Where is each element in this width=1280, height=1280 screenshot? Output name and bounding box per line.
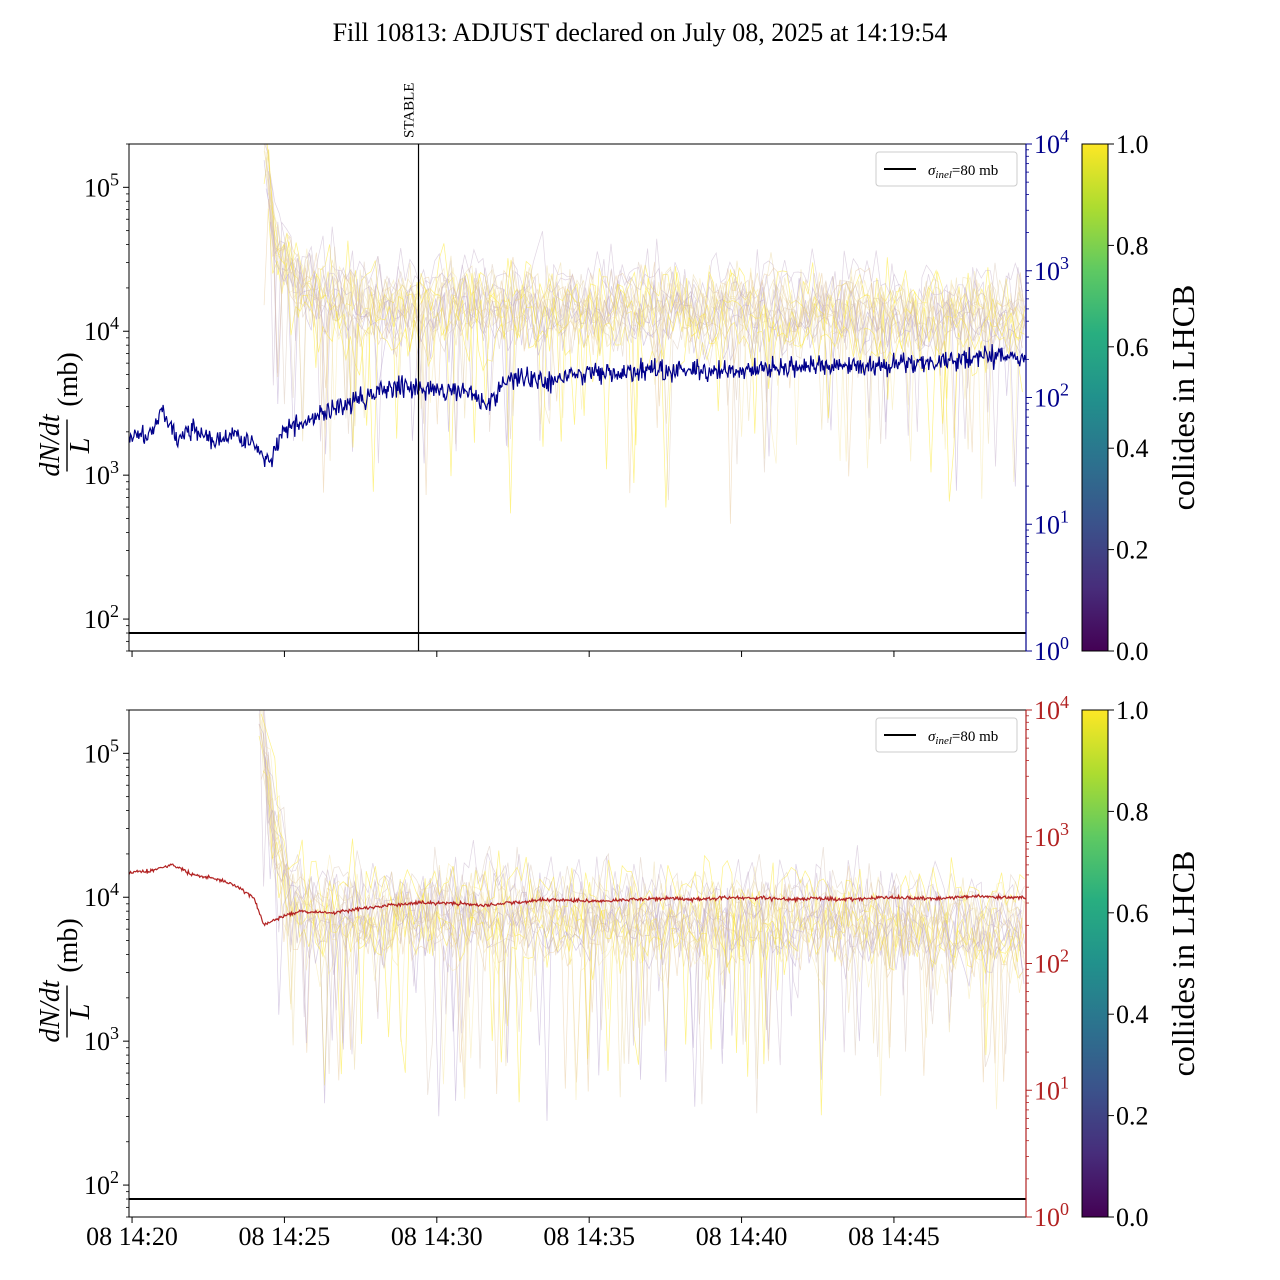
x-tick-label: 08 14:45 — [848, 1222, 940, 1251]
axes-frame — [128, 709, 1027, 1218]
x-tick-label: 08 14:35 — [543, 1222, 635, 1251]
stable-label: STABLE — [402, 83, 418, 138]
colorbar-tick-label: 0.4 — [1116, 434, 1149, 463]
figure-title: Fill 10813: ADJUST declared on July 08, … — [332, 18, 948, 47]
colorbar-label: collides in LHCB — [1165, 851, 1201, 1077]
bunch-trace — [264, 144, 1024, 467]
colorbar-tick-label: 0.4 — [1116, 1000, 1149, 1029]
colorbar-tick-label: 1.0 — [1116, 696, 1149, 725]
panel-1: STABLE 102 103 104 105 100 101 102 103 104 dN/dt L (… — [35, 83, 1201, 666]
bunch-trace — [258, 723, 1023, 1121]
colorbar: 0.0 0.2 0.4 0.6 0.8 1.0 collides in LHCB — [1081, 696, 1201, 1232]
bunch-trace — [260, 732, 1025, 1080]
legend: σinel=80 mb — [875, 717, 1018, 753]
y-tick-label: 105 — [84, 735, 119, 768]
bunch-trace — [264, 756, 1025, 1117]
bunch-trace — [269, 221, 1025, 487]
legend-label: σinel=80 mb — [928, 163, 998, 181]
y-label-unit: (mb) — [53, 918, 84, 972]
bunch-trace — [258, 723, 1023, 1095]
y2-tick-label: 101 — [1034, 506, 1069, 539]
panel-2: 102 103 104 105 100 101 102 103 104 08 14:20 08 14… — [35, 692, 1201, 1251]
y-tick-label: 102 — [84, 601, 119, 634]
bunch-trace — [263, 198, 1024, 524]
bunch-trace — [259, 710, 1023, 1066]
x-tick-label: 08 14:20 — [86, 1222, 178, 1251]
y2-tick-label: 101 — [1034, 1072, 1069, 1105]
bunch-trace — [266, 144, 1026, 448]
x-tick-label: 08 14:25 — [239, 1222, 331, 1251]
colorbar-tick-label: 0.2 — [1116, 536, 1149, 565]
y2-tick-label: 104 — [1034, 126, 1069, 159]
y-tick-label: 103 — [84, 457, 119, 490]
y2-tick-label: 100 — [1034, 1199, 1069, 1232]
y-label-numerator: dN/dt — [35, 413, 66, 476]
colorbar-tick-label: 0.8 — [1116, 231, 1149, 260]
y-label-unit: (mb) — [53, 352, 84, 406]
colorbar-tick-label: 0.0 — [1116, 637, 1149, 666]
y-tick-label: 103 — [84, 1023, 119, 1056]
y-tick-label: 105 — [84, 169, 119, 202]
main-series-line — [129, 863, 1026, 927]
bunch-trace — [269, 232, 1025, 462]
y-tick-label: 102 — [84, 1167, 119, 1200]
main-series-line — [129, 344, 1026, 468]
bunch-trace — [259, 710, 1023, 1098]
y2-tick-label: 100 — [1034, 633, 1069, 666]
bunch-trace — [267, 171, 1023, 436]
y2-tick-label: 102 — [1034, 380, 1069, 413]
plot-area — [129, 144, 1026, 635]
colorbar-tick-label: 0.6 — [1116, 333, 1149, 362]
x-tick-label: 08 14:30 — [391, 1222, 483, 1251]
bunch-trace — [262, 770, 1023, 1103]
colorbar-gradient — [1081, 709, 1109, 1218]
colorbar-tick-label: 0.6 — [1116, 899, 1149, 928]
colorbar-label: collides in LHCB — [1165, 285, 1201, 511]
legend-label: σinel=80 mb — [928, 729, 998, 747]
bunch-trace — [260, 713, 1025, 1065]
y-axis-label: dN/dt L (mb) — [35, 918, 96, 1042]
y-label-denominator: L — [65, 1004, 96, 1021]
y-label-denominator: L — [65, 438, 96, 455]
y2-tick-label: 103 — [1034, 819, 1069, 852]
colorbar: 0.0 0.2 0.4 0.6 0.8 1.0 collides in LHCB — [1081, 130, 1201, 666]
y2-tick-label: 103 — [1034, 253, 1069, 286]
colorbar-tick-label: 0.8 — [1116, 797, 1149, 826]
legend-box — [875, 151, 1018, 187]
x-tick-label: 08 14:40 — [696, 1222, 788, 1251]
bunch-trace — [264, 756, 1025, 1086]
y-tick-label: 104 — [84, 879, 119, 912]
bunch-trace — [266, 144, 1026, 496]
colorbar-tick-label: 0.2 — [1116, 1102, 1149, 1131]
plot-area — [129, 710, 1026, 1201]
y-tick-label: 104 — [84, 313, 119, 346]
y2-tick-label: 104 — [1034, 692, 1069, 725]
bunch-trace — [269, 173, 1025, 448]
y2-tick-label: 102 — [1034, 946, 1069, 979]
colorbar-gradient — [1081, 143, 1109, 652]
y-label-numerator: dN/dt — [35, 979, 66, 1042]
colorbar-tick-label: 0.0 — [1116, 1203, 1149, 1232]
legend: σinel=80 mb — [875, 151, 1018, 187]
y-axis-label: dN/dt L (mb) — [35, 352, 96, 476]
legend-box — [875, 717, 1018, 753]
colorbar-tick-label: 1.0 — [1116, 130, 1149, 159]
